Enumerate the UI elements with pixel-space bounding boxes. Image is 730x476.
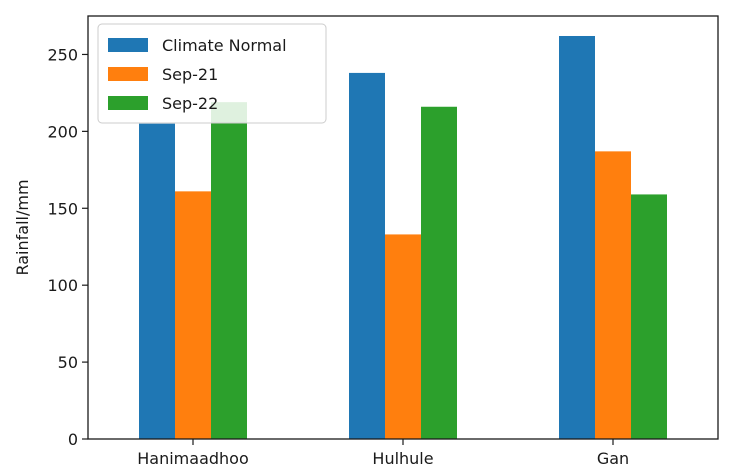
legend: Climate Normal Sep-21 Sep-22 bbox=[97, 23, 327, 124]
y-axis: 0 50 100 150 200 250 bbox=[47, 45, 88, 449]
bar-climate-normal-hulhule bbox=[349, 72, 385, 440]
x-axis: Hanimaadhoo Hulhule Gan bbox=[137, 439, 629, 468]
bar-sep-21-hanimaadhoo bbox=[175, 191, 211, 439]
bar-sep-21-hulhule bbox=[385, 234, 421, 439]
x-tick-label: Hanimaadhoo bbox=[137, 449, 249, 468]
y-tick-label: 50 bbox=[58, 353, 78, 372]
legend-label: Sep-21 bbox=[162, 65, 218, 84]
bar-climate-normal-hanimaadhoo bbox=[139, 123, 175, 439]
plot-frame bbox=[87, 15, 719, 440]
bar-sep-22-hanimaadhoo bbox=[211, 102, 247, 439]
y-tick-label: 250 bbox=[47, 45, 78, 64]
x-tick-label: Gan bbox=[597, 449, 629, 468]
y-axis-label: Rainfall/mm bbox=[13, 179, 32, 275]
legend-swatch bbox=[108, 67, 148, 81]
legend-label: Climate Normal bbox=[162, 36, 287, 55]
legend-label: Sep-22 bbox=[162, 94, 218, 113]
bars-layer bbox=[139, 35, 667, 440]
y-tick-label: 100 bbox=[47, 276, 78, 295]
y-tick-label: 0 bbox=[68, 430, 78, 449]
legend-box bbox=[97, 23, 327, 124]
x-tick-label: Hulhule bbox=[372, 449, 433, 468]
legend-swatch bbox=[108, 38, 148, 52]
y-tick-label: 150 bbox=[47, 199, 78, 218]
bar-sep-21-gan bbox=[595, 151, 631, 440]
bar-sep-22-gan bbox=[631, 194, 667, 439]
y-tick-label: 200 bbox=[47, 122, 78, 141]
bar-climate-normal-gan bbox=[559, 35, 595, 439]
legend-swatch bbox=[108, 96, 148, 110]
bar-sep-22-hulhule bbox=[421, 106, 457, 440]
